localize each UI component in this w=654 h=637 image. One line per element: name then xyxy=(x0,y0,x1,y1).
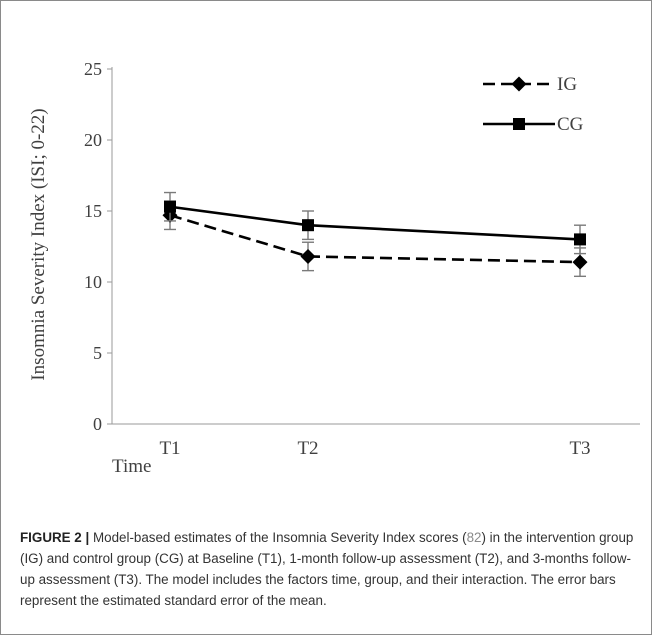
x-axis: T1 T2 T3 xyxy=(112,423,640,459)
legend-marker-ig xyxy=(511,76,527,92)
series-ig xyxy=(162,200,588,278)
data-point-cg xyxy=(574,233,586,246)
x-tick-label: T2 xyxy=(297,438,318,459)
legend: IG CG xyxy=(483,74,584,135)
data-point-ig xyxy=(300,248,316,264)
legend-marker-cg xyxy=(513,118,525,130)
series-layer xyxy=(162,191,588,278)
series-cg xyxy=(164,191,586,255)
y-axis-label: Insomnia Severity Index (ISI; 0-22) xyxy=(28,108,49,380)
caption-reference-link[interactable]: 82 xyxy=(466,530,482,545)
caption-label: FIGURE 2 | xyxy=(20,530,90,545)
line-chart: 0 5 10 15 20 25 T1 T2 T3 Insomnia Severity Inde… xyxy=(28,59,640,477)
series-line-ig xyxy=(169,214,581,264)
figure-caption: FIGURE 2 | Model-based estimates of the … xyxy=(20,527,636,611)
data-point-cg xyxy=(164,200,176,213)
y-axis: 0 5 10 15 20 25 xyxy=(84,59,113,434)
y-tick-label: 15 xyxy=(84,201,102,221)
legend-label-cg: CG xyxy=(557,114,584,135)
legend-label-ig: IG xyxy=(557,74,577,95)
caption-text-end: ) in the intervention group (IG) and con… xyxy=(20,530,634,608)
data-point-cg xyxy=(302,219,314,232)
x-tick-label: T1 xyxy=(159,438,180,459)
y-tick-label: 10 xyxy=(84,272,102,292)
y-tick-label: 25 xyxy=(84,59,102,79)
y-tick-label: 5 xyxy=(93,343,102,363)
y-tick-label: 0 xyxy=(93,414,102,434)
caption-text-start: Model-based estimates of the Insomnia Se… xyxy=(92,530,467,545)
x-axis-title: Time xyxy=(112,456,151,477)
y-tick-label: 20 xyxy=(84,130,102,150)
data-point-ig xyxy=(572,254,588,270)
x-tick-label: T3 xyxy=(569,438,590,459)
